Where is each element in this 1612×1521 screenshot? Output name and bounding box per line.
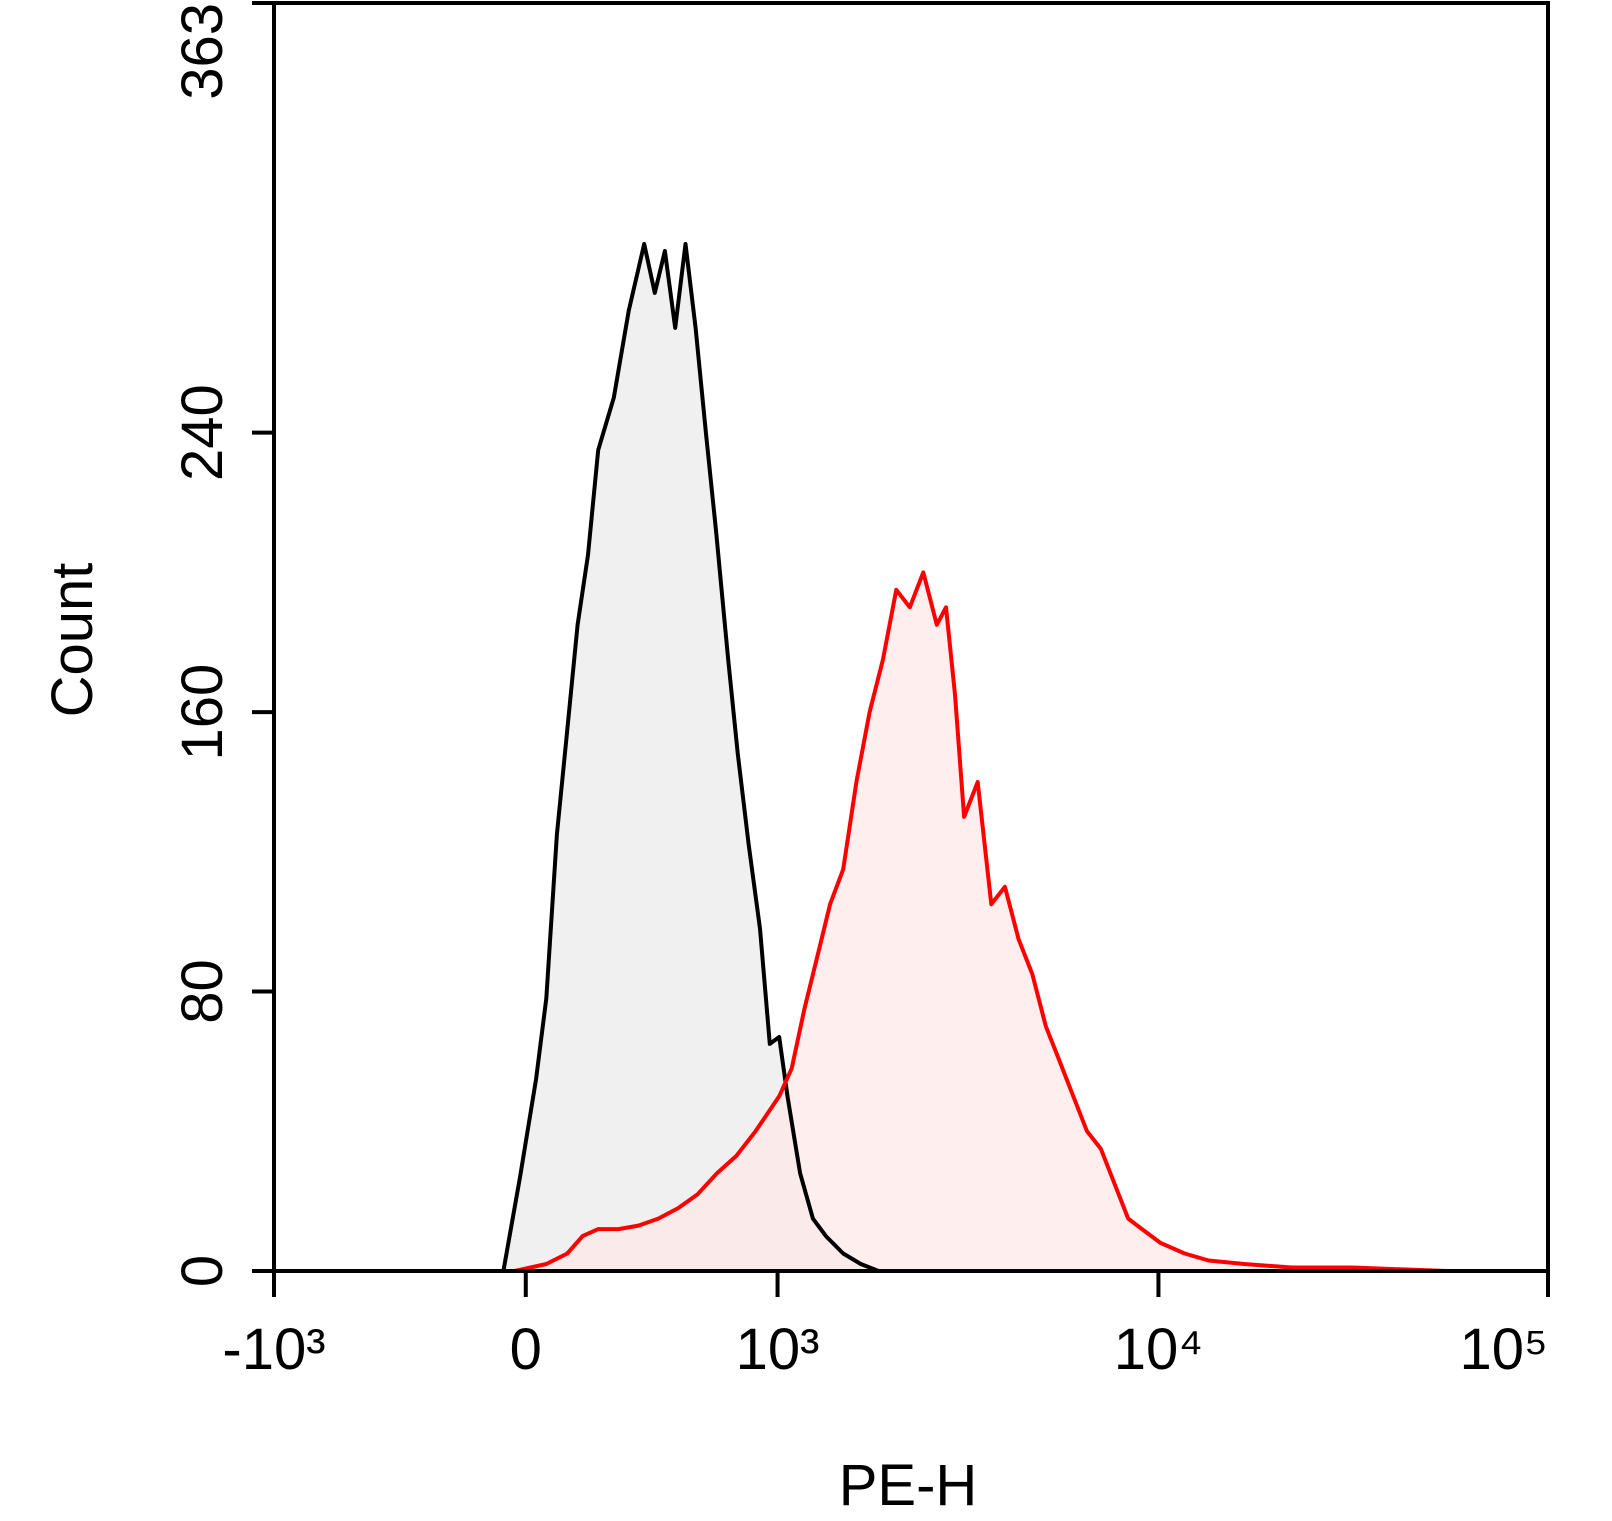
y-tick-label: 80 bbox=[170, 959, 235, 1024]
y-tick-label: 160 bbox=[170, 664, 235, 761]
x-tick-label: 10³ bbox=[736, 1317, 820, 1382]
y-tick-label: 240 bbox=[170, 384, 235, 481]
y-tick-label: 0 bbox=[170, 1255, 235, 1287]
y-axis-label: Count bbox=[40, 563, 105, 718]
histogram-line bbox=[514, 570, 1506, 1273]
y-tick-label: 363 bbox=[170, 3, 235, 100]
x-tick-label: 10⁵ bbox=[1459, 1317, 1548, 1382]
area-fill bbox=[470, 244, 879, 1271]
x-tick-label: 10⁴ bbox=[1114, 1317, 1203, 1382]
x-axis-label: PE-H bbox=[839, 1453, 978, 1518]
histogram-line bbox=[470, 242, 880, 1273]
plot-frame bbox=[272, 1, 1550, 1273]
x-tick-label: -10³ bbox=[222, 1317, 325, 1382]
x-tick-label: 0 bbox=[510, 1317, 542, 1382]
area-fill bbox=[514, 572, 1506, 1271]
